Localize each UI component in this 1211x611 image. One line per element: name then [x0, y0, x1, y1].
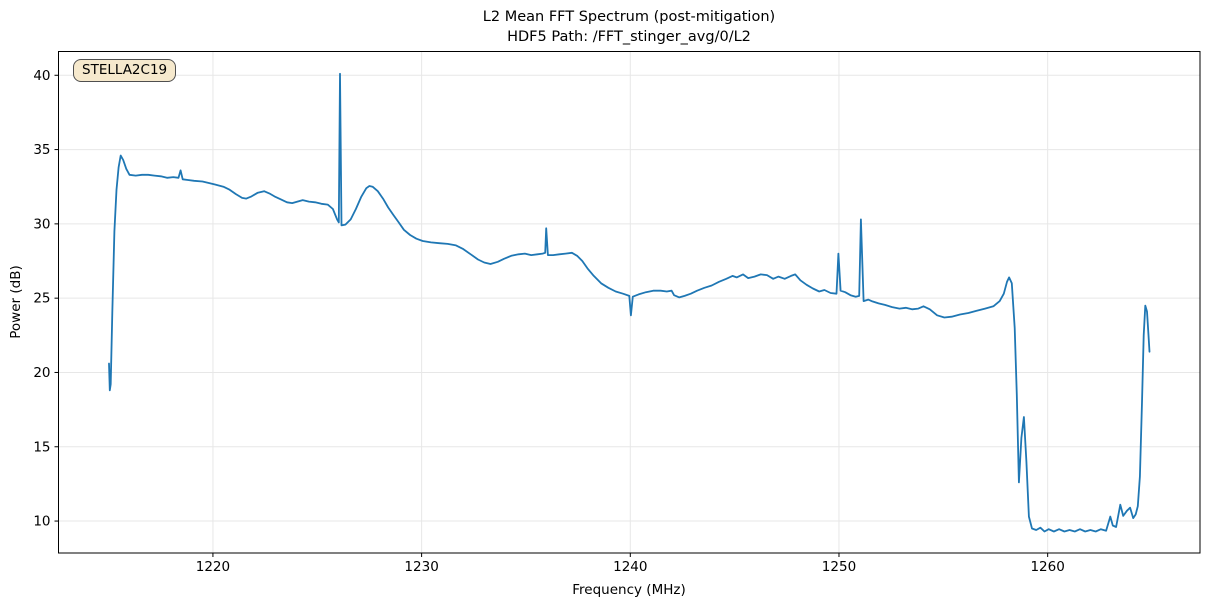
- y-tick-label: 15: [33, 439, 50, 455]
- y-tick-label: 25: [33, 291, 50, 307]
- x-axis-label: Frequency (MHz): [572, 582, 686, 598]
- annotation-badge: STELLA2C19: [73, 59, 177, 82]
- y-tick-label: 40: [33, 68, 50, 84]
- y-tick-label: 35: [33, 142, 50, 158]
- y-axis-label: Power (dB): [8, 265, 24, 339]
- chart-title-line2: HDF5 Path: /FFT_stinger_avg/0/L2: [507, 29, 751, 45]
- spectrum-line: [108, 72, 1151, 533]
- y-tick-label: 30: [33, 216, 50, 232]
- x-tick-label: 1230: [404, 559, 438, 575]
- chart-title-line1: L2 Mean FFT Spectrum (post-mitigation): [482, 9, 776, 25]
- x-tick-label: 1250: [822, 559, 856, 575]
- x-tick-label: 1240: [613, 559, 647, 575]
- axes-frame: [58, 51, 1201, 554]
- x-tick-label: 1220: [196, 559, 230, 575]
- y-tick-label: 10: [33, 514, 50, 530]
- y-tick-label: 20: [33, 365, 50, 381]
- chart-title: L2 Mean FFT Spectrum (post-mitigation) H…: [58, 7, 1200, 47]
- x-tick-label: 1260: [1030, 559, 1064, 575]
